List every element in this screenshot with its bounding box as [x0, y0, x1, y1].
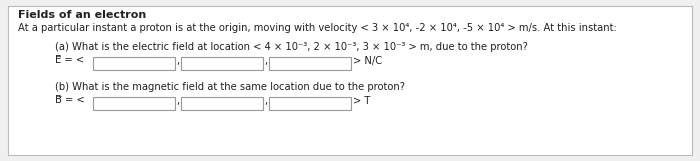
Text: B⃗ = <: B⃗ = < — [55, 95, 85, 105]
Text: ,: , — [264, 56, 267, 66]
Text: ,: , — [264, 96, 267, 106]
Text: > T: > T — [353, 96, 370, 106]
Text: > N/C: > N/C — [353, 56, 382, 66]
Text: E⃗ = <: E⃗ = < — [55, 55, 84, 65]
Text: ,: , — [176, 56, 179, 66]
Text: Fields of an electron: Fields of an electron — [18, 10, 146, 20]
Text: ,: , — [176, 96, 179, 106]
Text: At a particular instant a proton is at the origin, moving with velocity < 3 × 10: At a particular instant a proton is at t… — [18, 23, 617, 33]
Text: (a) What is the electric field at location < 4 × 10⁻³, 2 × 10⁻³, 3 × 10⁻³ > m, d: (a) What is the electric field at locati… — [55, 42, 528, 52]
Text: (b) What is the magnetic field at the same location due to the proton?: (b) What is the magnetic field at the sa… — [55, 82, 405, 92]
